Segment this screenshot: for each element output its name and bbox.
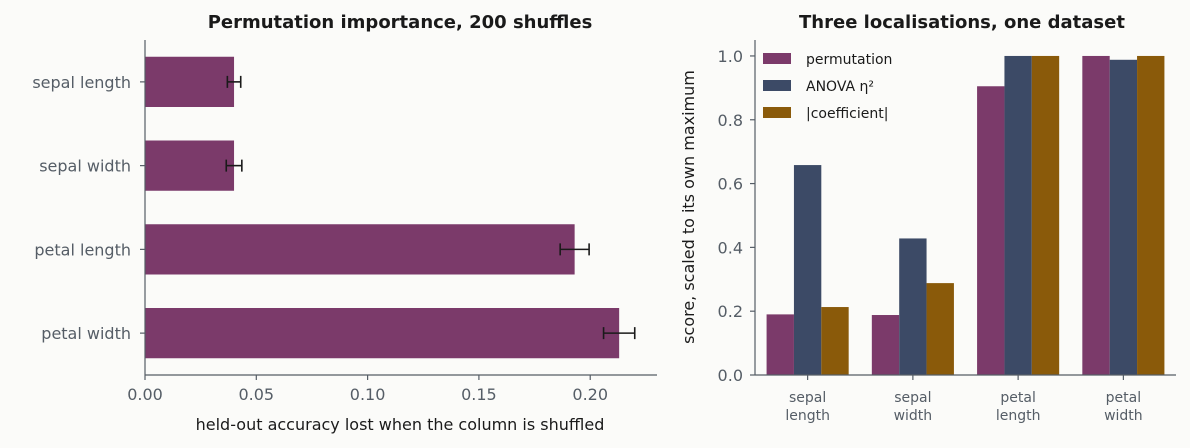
x-tick-label: 0.05 (238, 385, 274, 404)
x-tick-label: 0.15 (461, 385, 497, 404)
legend-label: |coefficient| (806, 106, 888, 122)
right-x-ticks: sepal length sepal width petal length petal wid… (785, 375, 1143, 424)
y-tick-label: 0.6 (718, 175, 743, 194)
bar-petal-length-series-2 (1031, 55, 1060, 375)
x-tick-label: sepal (894, 390, 931, 406)
y-tick-label: 0.2 (718, 302, 743, 321)
y-tick-label: sepal width (39, 157, 131, 176)
x-tick-label: width (894, 408, 933, 424)
x-tick-label: 0.00 (127, 385, 163, 404)
y-tick-label: petal width (41, 324, 131, 343)
bar-sepal-length-series-2 (821, 307, 849, 375)
bar-petal-length (145, 224, 575, 275)
bar-petal-width-series-2 (1137, 55, 1165, 375)
bar-petal-width-series-1 (1109, 59, 1138, 376)
bar-petal-length-series-1 (1004, 55, 1032, 375)
legend-swatch (763, 80, 791, 91)
left-y-ticks: sepal length sepal width petal length petal… (32, 73, 145, 343)
right-panel: Three localisations, one dataset 0.00.20… (679, 12, 1176, 424)
bar-petal-width-series-0 (1082, 55, 1110, 375)
bar-sepal-length (145, 56, 235, 107)
bar-sepal-width-series-0 (871, 315, 900, 375)
y-tick-label: 0.8 (718, 111, 743, 130)
x-tick-label: length (785, 408, 830, 424)
y-tick-label: 0.4 (718, 238, 743, 257)
left-x-axis-label: held-out accuracy lost when the column i… (196, 415, 605, 434)
bar-sepal-width (145, 140, 235, 191)
y-tick-label: 0.0 (718, 366, 743, 385)
x-tick-label: sepal (789, 390, 826, 406)
legend: permutation ANOVA η² |coefficient| (763, 52, 892, 122)
x-tick-label: petal (1000, 390, 1035, 406)
left-bars (145, 56, 620, 359)
x-tick-label: petal (1106, 390, 1141, 406)
left-error-bars (225, 75, 636, 340)
legend-label: permutation (806, 52, 892, 68)
right-y-axis-label: score, scaled to its own maximum (679, 70, 698, 344)
bar-sepal-width-series-1 (899, 238, 927, 375)
x-tick-label: length (996, 408, 1041, 424)
y-tick-label: sepal length (32, 73, 131, 92)
right-bars (766, 55, 1165, 376)
y-tick-label: 1.0 (718, 47, 743, 66)
bar-petal-width (145, 308, 620, 359)
x-tick-label: width (1104, 408, 1143, 424)
bar-sepal-width-series-2 (926, 283, 954, 375)
y-tick-label: petal length (34, 240, 131, 259)
legend-swatch (763, 53, 791, 64)
legend-label: ANOVA η² (806, 79, 874, 95)
right-y-ticks: 0.0 0.2 0.4 0.6 0.8 1.0 (718, 47, 755, 385)
left-x-ticks: 0.00 0.05 0.10 0.15 0.20 (127, 375, 608, 404)
left-chart-title: Permutation importance, 200 shuffles (208, 12, 593, 33)
legend-swatch (763, 107, 791, 118)
bar-sepal-length-series-1 (793, 165, 822, 375)
left-panel: Permutation importance, 200 shuffles sep… (32, 12, 657, 434)
bar-petal-length-series-0 (977, 86, 1005, 375)
x-tick-label: 0.20 (572, 385, 608, 404)
x-tick-label: 0.10 (350, 385, 386, 404)
right-chart-title: Three localisations, one dataset (799, 12, 1125, 33)
bar-sepal-length-series-0 (766, 314, 794, 375)
